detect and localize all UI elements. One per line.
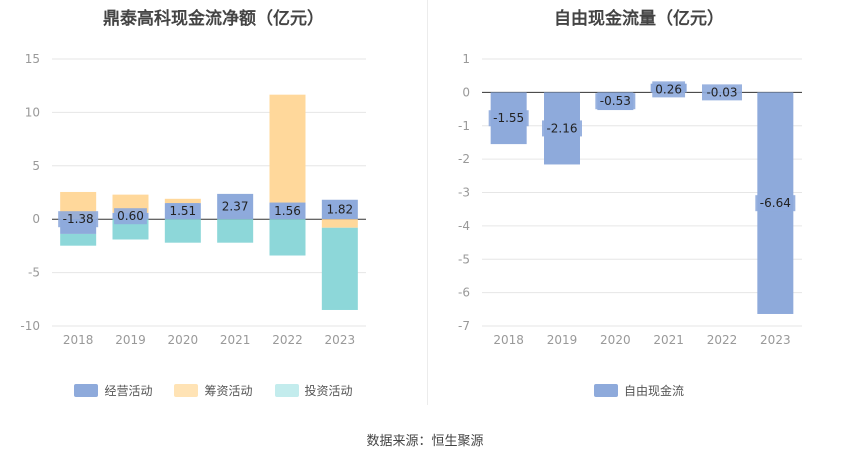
left-chart-legend: 经营活动 筹资活动 投资活动 [0, 382, 427, 399]
y-tick-label: 5 [32, 159, 40, 173]
data-label: -6.64 [760, 196, 791, 210]
bar-投资活动-2018 [60, 233, 97, 246]
data-label: 2.37 [222, 200, 249, 214]
data-label-bg [542, 120, 582, 137]
data-label: -0.53 [600, 94, 631, 108]
data-label-bg [488, 110, 529, 127]
bar-投资活动-2020 [164, 219, 201, 243]
y-tick-label: -3 [458, 186, 470, 200]
x-tick-label: 2019 [547, 333, 578, 347]
data-label: 0.60 [117, 209, 144, 223]
x-tick-label: 2023 [325, 333, 356, 347]
y-tick-label: -1 [458, 119, 470, 133]
y-tick-label: -4 [458, 219, 470, 233]
data-label-bg [271, 202, 304, 219]
left-chart-svg: -10 -5 0 5 10 15 2018 2019 2020 2021 2022 2023 -1.38… [20, 52, 366, 347]
data-label-bg [114, 208, 147, 225]
bar-投资活动-2022 [269, 219, 306, 256]
right-chart-panel: 自由现金流量（亿元） -7 -6 -5 -4 -3 -2 -1 0 1 2018 2019 2020 2… [428, 0, 850, 405]
right-chart-title: 自由现金流量（亿元） [554, 9, 724, 29]
x-tick-label: 2018 [63, 333, 94, 347]
x-tick-label: 2019 [115, 333, 146, 347]
data-label: 1.56 [274, 204, 301, 218]
y-tick-label: 10 [25, 105, 40, 119]
left-chart-title: 鼎泰高科现金流净额（亿元） [103, 9, 324, 29]
x-tick-label: 2018 [493, 333, 524, 347]
legend-label-investing: 投资活动 [304, 384, 353, 398]
data-label: 1.51 [169, 204, 196, 218]
data-label: 0.26 [655, 82, 682, 96]
y-tick-label: 15 [25, 52, 40, 66]
data-label-bg [218, 198, 252, 215]
bar-筹资活动-2022 [269, 94, 306, 203]
data-label-bg [652, 81, 686, 98]
y-tick-label: -2 [458, 152, 470, 166]
data-label: -1.55 [493, 111, 524, 125]
y-tick-label: 0 [32, 212, 40, 226]
legend-swatch-free-cash-flow [593, 384, 618, 397]
legend-label-free-cash-flow: 自由现金流 [623, 384, 684, 398]
legend-item-operating[interactable]: 经营活动 [74, 382, 152, 399]
data-label-bg [755, 195, 796, 212]
x-tick-label: 2020 [600, 333, 631, 347]
data-label-bg [702, 84, 742, 101]
data-label-bg [58, 211, 99, 228]
data-label: 1.82 [326, 202, 353, 216]
y-tick-label: -6 [458, 286, 470, 300]
y-tick-label: -7 [458, 319, 470, 333]
y-tick-label: 1 [462, 52, 470, 66]
legend-item-investing[interactable]: 投资活动 [274, 382, 353, 399]
bar-投资活动-2023 [321, 227, 358, 310]
right-chart-legend: 自由现金流 [428, 382, 850, 399]
data-label-bg [595, 93, 636, 110]
y-tick-label: 0 [462, 85, 470, 99]
bar-筹资活动-2023 [321, 219, 358, 228]
data-label-bg [323, 201, 357, 218]
panel-divider [427, 0, 428, 405]
y-tick-label: -10 [20, 319, 40, 333]
legend-item-free-cash-flow[interactable]: 自由现金流 [593, 382, 684, 399]
data-label: -2.16 [546, 121, 577, 135]
left-chart-panel: 鼎泰高科现金流净额（亿元） -10 -5 0 5 10 15 2018 2019 2020 202… [0, 0, 427, 405]
x-tick-label: 2023 [760, 333, 791, 347]
legend-item-financing[interactable]: 筹资活动 [174, 382, 253, 399]
x-tick-label: 2020 [168, 333, 199, 347]
x-tick-label: 2021 [653, 333, 684, 347]
x-tick-label: 2022 [707, 333, 738, 347]
bar-筹资活动-2020 [164, 198, 201, 204]
data-label: -1.38 [63, 212, 94, 226]
legend-label-operating: 经营活动 [104, 384, 153, 398]
bar-投资活动-2019 [112, 219, 149, 240]
legend-swatch-financing [174, 384, 199, 397]
bar-投资活动-2021 [217, 219, 254, 243]
y-tick-label: -5 [458, 252, 470, 266]
data-label-bg [166, 203, 200, 220]
legend-swatch-investing [274, 384, 299, 397]
right-chart-svg: -7 -6 -5 -4 -3 -2 -1 0 1 2018 2019 2020 2021 2022 2023… [458, 52, 802, 347]
legend-label-financing: 筹资活动 [204, 384, 253, 398]
x-tick-label: 2021 [220, 333, 251, 347]
x-tick-label: 2022 [272, 333, 303, 347]
legend-swatch-operating [74, 384, 99, 397]
data-source-note: 数据来源：恒生聚源 [366, 434, 484, 449]
y-tick-label: -5 [28, 266, 40, 280]
data-label: -0.03 [706, 85, 737, 99]
